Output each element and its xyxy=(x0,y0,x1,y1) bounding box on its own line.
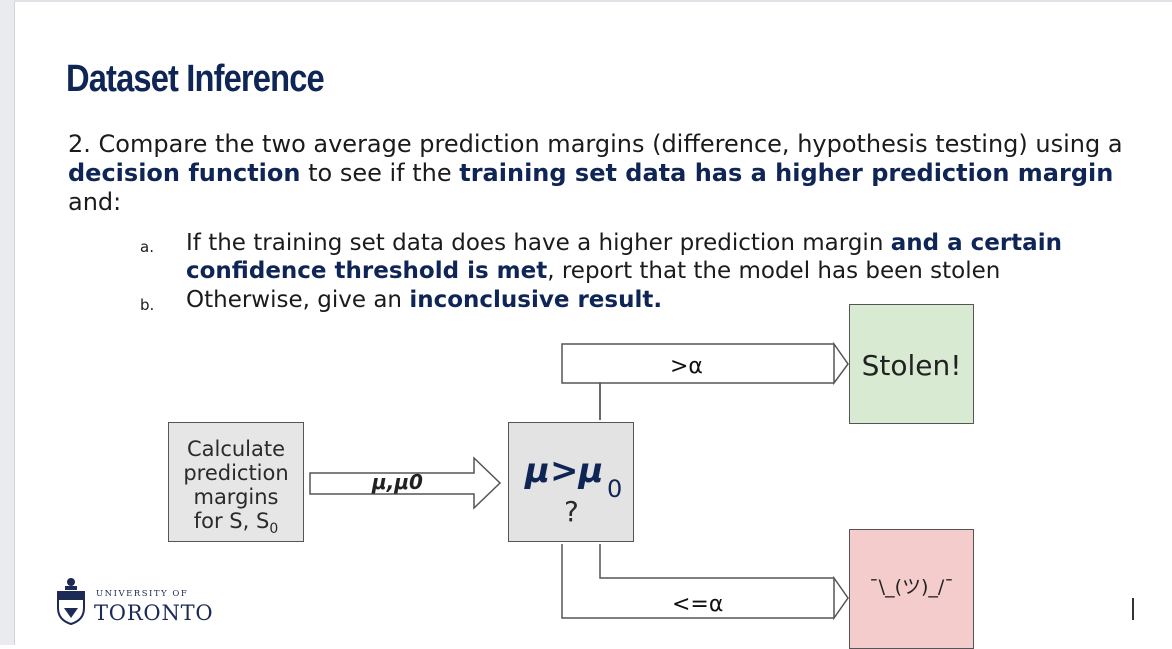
window-left-edge xyxy=(0,0,15,645)
item-b-text-1: Otherwise, give an xyxy=(186,287,410,313)
text-cursor xyxy=(1132,598,1134,620)
para-text-2: to see if the xyxy=(300,159,460,187)
para-bold-training-set: training set data has a higher predictio… xyxy=(459,159,1114,187)
calc-line-4: for S, S0 xyxy=(169,509,303,541)
stolen-box: Stolen! xyxy=(849,304,974,424)
arrow-label-mu: μ,μ0 xyxy=(372,470,423,494)
lower-branch-label: <=α xyxy=(672,592,724,617)
item-b-marker: b. xyxy=(140,296,155,314)
lower-branch-inner xyxy=(599,544,834,579)
upper-branch-inner xyxy=(599,382,834,420)
crest-icon xyxy=(57,578,85,626)
decision-subscript: 0 xyxy=(607,475,623,503)
decision-expression: μ>μ xyxy=(525,451,604,491)
item-a-marker: a. xyxy=(140,238,154,256)
calc-sub: 0 xyxy=(269,521,279,538)
upper-branch-label: >α xyxy=(670,354,703,379)
lower-branch-line xyxy=(561,544,834,619)
university-logo: UNIVERSITY OF TORONTO xyxy=(56,576,216,628)
calc-line-3: margins xyxy=(193,485,279,509)
item-a: If the training set data does have a hig… xyxy=(186,229,1146,285)
window-top-edge xyxy=(14,0,1172,2)
para-text-1: 2. Compare the two average prediction ma… xyxy=(68,130,1123,158)
item-b-bold: inconclusive result. xyxy=(409,287,663,313)
decision-question-mark: ? xyxy=(564,495,579,528)
item-b: Otherwise, give an inconclusive result. xyxy=(186,286,1146,314)
inconclusive-box: ¯\_(ツ)_/¯ xyxy=(849,529,974,649)
para-text-3: and: xyxy=(68,188,122,216)
item-a-text-2: , report that the model has been stolen xyxy=(547,258,1001,284)
right-arrow xyxy=(309,456,502,510)
lower-arrow-head xyxy=(833,575,849,621)
calc-line-4-text: for S, S xyxy=(193,509,270,533)
upper-arrow-head xyxy=(833,341,849,386)
item-a-bold: and a certain confidence threshold is me… xyxy=(186,230,1062,284)
calc-line-2: prediction xyxy=(183,461,289,485)
calc-line-1: Calculate xyxy=(186,437,286,461)
slide-title: Dataset Inference xyxy=(66,58,325,100)
para-bold-decision-function: decision function xyxy=(68,159,301,187)
logo-university-of: UNIVERSITY OF xyxy=(96,589,189,599)
decision-box: μ>μ 0 ? xyxy=(508,422,634,542)
calculate-margins-box: Calculate prediction margins for S, S0 xyxy=(168,422,304,542)
item-a-text-1: If the training set data does have a hig… xyxy=(186,230,891,256)
step-paragraph: 2. Compare the two average prediction ma… xyxy=(68,130,1158,217)
logo-toronto: TORONTO xyxy=(94,601,214,625)
